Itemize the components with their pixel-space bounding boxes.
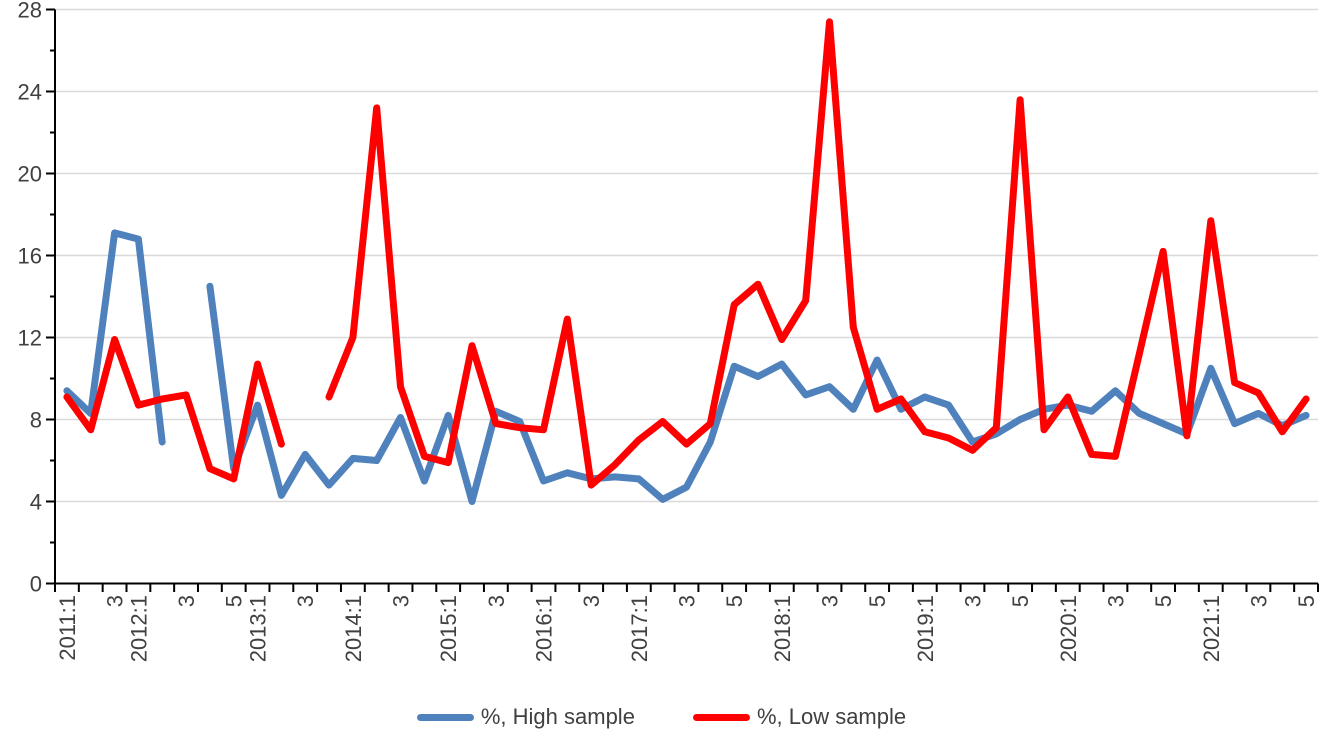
svg-text:2016:1: 2016:1 bbox=[532, 595, 557, 662]
svg-text:2020:1: 2020:1 bbox=[1056, 595, 1081, 662]
svg-text:2017:1: 2017:1 bbox=[627, 595, 652, 662]
svg-text:3: 3 bbox=[293, 595, 318, 607]
low-sample-line-swatch bbox=[692, 713, 750, 721]
legend-label-low-sample: %, Low sample bbox=[756, 704, 907, 729]
svg-text:3: 3 bbox=[1103, 595, 1128, 607]
high-sample-line-swatch bbox=[416, 713, 474, 721]
svg-text:16: 16 bbox=[18, 244, 42, 269]
svg-text:2015:1: 2015:1 bbox=[436, 595, 461, 662]
svg-text:12: 12 bbox=[18, 326, 42, 351]
svg-text:28: 28 bbox=[18, 0, 42, 23]
svg-text:2021:1: 2021:1 bbox=[1199, 595, 1224, 662]
svg-text:5: 5 bbox=[222, 595, 247, 607]
svg-text:2014:1: 2014:1 bbox=[341, 595, 366, 662]
y-tick-labels: 0 4 8 12 16 20 24 28 bbox=[18, 0, 42, 597]
svg-text:24: 24 bbox=[18, 80, 42, 105]
svg-text:3: 3 bbox=[675, 595, 700, 607]
svg-text:5: 5 bbox=[1294, 595, 1319, 607]
svg-text:3: 3 bbox=[960, 595, 985, 607]
series-line-low-sample bbox=[63, 18, 1310, 489]
svg-text:3: 3 bbox=[484, 595, 509, 607]
svg-text:3: 3 bbox=[103, 595, 128, 607]
svg-text:3: 3 bbox=[389, 595, 414, 607]
svg-text:3: 3 bbox=[174, 595, 199, 607]
svg-text:2013:1: 2013:1 bbox=[246, 595, 271, 662]
legend-item-low-sample: %, Low sample bbox=[692, 704, 907, 730]
legend-item-high-sample: %, High sample bbox=[416, 704, 635, 730]
svg-text:3: 3 bbox=[1246, 595, 1271, 607]
y-gridlines bbox=[55, 8, 1318, 503]
svg-text:20: 20 bbox=[18, 162, 42, 187]
series-line-high-sample bbox=[63, 229, 1310, 505]
svg-text:2012:1: 2012:1 bbox=[126, 595, 151, 662]
svg-text:5: 5 bbox=[1008, 595, 1033, 607]
svg-text:2011:1: 2011:1 bbox=[55, 595, 80, 661]
svg-text:4: 4 bbox=[30, 490, 42, 515]
svg-text:5: 5 bbox=[722, 595, 747, 607]
svg-text:5: 5 bbox=[1151, 595, 1176, 607]
x-axis-ticks bbox=[54, 583, 1319, 592]
y-axis-ticks bbox=[46, 8, 55, 585]
svg-text:3: 3 bbox=[579, 595, 604, 607]
svg-text:2018:1: 2018:1 bbox=[770, 595, 795, 662]
svg-text:2019:1: 2019:1 bbox=[913, 595, 938, 662]
svg-text:5: 5 bbox=[865, 595, 890, 607]
legend: %, High sample %, Low sample bbox=[0, 701, 1323, 733]
svg-text:8: 8 bbox=[30, 408, 42, 433]
legend-label-high-sample: %, High sample bbox=[480, 704, 635, 729]
axes bbox=[54, 9, 1318, 585]
svg-text:3: 3 bbox=[817, 595, 842, 607]
svg-text:0: 0 bbox=[30, 572, 42, 597]
